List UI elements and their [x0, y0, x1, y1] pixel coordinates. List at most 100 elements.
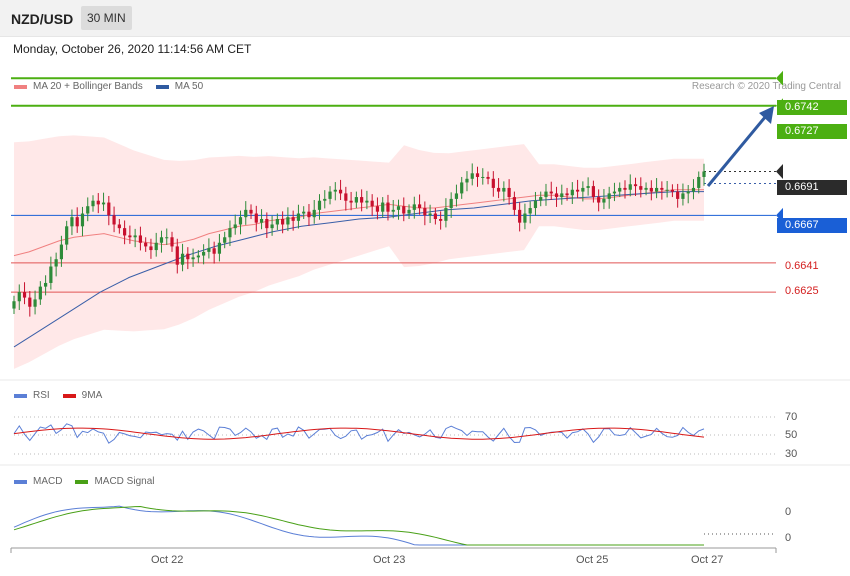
- macd-signal-swatch: [75, 479, 89, 484]
- candle-body: [565, 193, 569, 196]
- candle-body: [644, 187, 648, 190]
- timeframe-button[interactable]: 30 MIN: [81, 6, 132, 30]
- candle-body: [223, 237, 227, 243]
- candle-body: [249, 209, 253, 214]
- candle-body: [412, 204, 416, 210]
- candle-body: [80, 213, 85, 227]
- candle-body: [265, 219, 269, 229]
- candle-body: [291, 217, 295, 221]
- candle-body: [96, 200, 100, 205]
- candle-body: [191, 257, 195, 260]
- candle-body: [159, 237, 164, 243]
- candle-body: [207, 248, 211, 252]
- level-tag-pointer: [776, 163, 783, 179]
- candle-body: [117, 224, 121, 229]
- candle-body: [44, 282, 48, 287]
- candle-body: [686, 191, 690, 194]
- candle-body: [460, 182, 464, 194]
- candle-body: [33, 299, 37, 307]
- candle-body: [244, 209, 248, 218]
- candle-body: [391, 209, 395, 212]
- rsi-ma-line: [13, 427, 705, 440]
- candle-body: [481, 176, 485, 178]
- candle-body: [144, 242, 148, 247]
- candle-body: [54, 259, 58, 267]
- candle-body: [154, 242, 158, 251]
- candle-body: [270, 224, 274, 229]
- forecast-arrow: [706, 115, 768, 187]
- candle-body: [328, 191, 332, 199]
- candle-body: [496, 187, 501, 192]
- candle-body: [702, 171, 706, 177]
- candle-body: [375, 206, 380, 212]
- candle-body: [49, 266, 53, 283]
- candle-body: [475, 173, 480, 177]
- candle-body: [691, 187, 696, 192]
- candle-body: [91, 200, 95, 207]
- candle-body: [597, 197, 601, 203]
- pivot-tag: 0.6667: [777, 218, 847, 233]
- forecast-arrow-head: [759, 106, 774, 124]
- candle-body: [697, 176, 701, 188]
- candle-body: [428, 213, 432, 216]
- ma20-swatch: [14, 84, 27, 89]
- candle-body: [370, 200, 374, 207]
- candle-body: [17, 292, 21, 302]
- candle-body: [381, 202, 385, 212]
- candle-body: [491, 178, 495, 188]
- rsi-30-label: 30: [785, 448, 798, 460]
- candle-body: [281, 219, 285, 225]
- x-label-oct25: Oct 25: [576, 554, 609, 566]
- candle-body: [407, 209, 411, 214]
- candle-body: [444, 208, 448, 221]
- candle-body: [439, 219, 443, 221]
- candle-body: [238, 217, 243, 225]
- rsi-ma-swatch: [62, 393, 76, 398]
- candle-body: [196, 255, 200, 258]
- candle-body: [454, 193, 459, 199]
- macd-line: [13, 505, 704, 546]
- candle-body: [65, 226, 69, 245]
- candle-body: [180, 253, 185, 265]
- candle-body: [618, 187, 622, 192]
- candle-body: [59, 244, 64, 260]
- candle-body: [138, 235, 143, 243]
- candle-body: [465, 178, 469, 183]
- candle-body: [544, 191, 548, 198]
- x-label-oct27: Oct 27: [691, 554, 724, 566]
- candle-body: [12, 301, 16, 309]
- candle-body: [165, 237, 169, 239]
- candle-body: [259, 219, 264, 223]
- candle-body: [670, 189, 674, 192]
- macd-swatch: [14, 479, 27, 484]
- candle-body: [286, 217, 290, 225]
- ma20-line: [13, 189, 704, 257]
- candle-body: [528, 208, 532, 214]
- candle-body: [296, 213, 301, 221]
- macd-signal-legend-label: MACD Signal: [94, 476, 155, 487]
- candle-body: [202, 251, 206, 256]
- candle-body: [170, 237, 174, 247]
- candle-body: [486, 176, 490, 179]
- ma50-line: [13, 191, 704, 348]
- support-1-tag: 0.6641: [785, 260, 819, 272]
- candle-body: [107, 202, 111, 216]
- candle-body: [186, 253, 190, 260]
- candle-body: [681, 193, 685, 199]
- candle-body: [633, 184, 638, 187]
- candle-body: [354, 197, 358, 203]
- rsi-legend: RSI 9MA: [14, 390, 115, 401]
- bollinger-band: [14, 135, 704, 369]
- candle-body: [149, 246, 153, 251]
- candle-body: [602, 198, 606, 203]
- candle-body: [38, 286, 42, 300]
- candle-body: [365, 200, 369, 203]
- candle-body: [560, 193, 564, 198]
- level-tag-pointer: [776, 70, 783, 86]
- candle-body: [323, 198, 327, 201]
- rsi-70-label: 70: [785, 411, 798, 423]
- candle-body: [101, 202, 106, 205]
- candle-body: [402, 206, 406, 214]
- candle-body: [112, 215, 116, 225]
- candle-body: [22, 292, 27, 298]
